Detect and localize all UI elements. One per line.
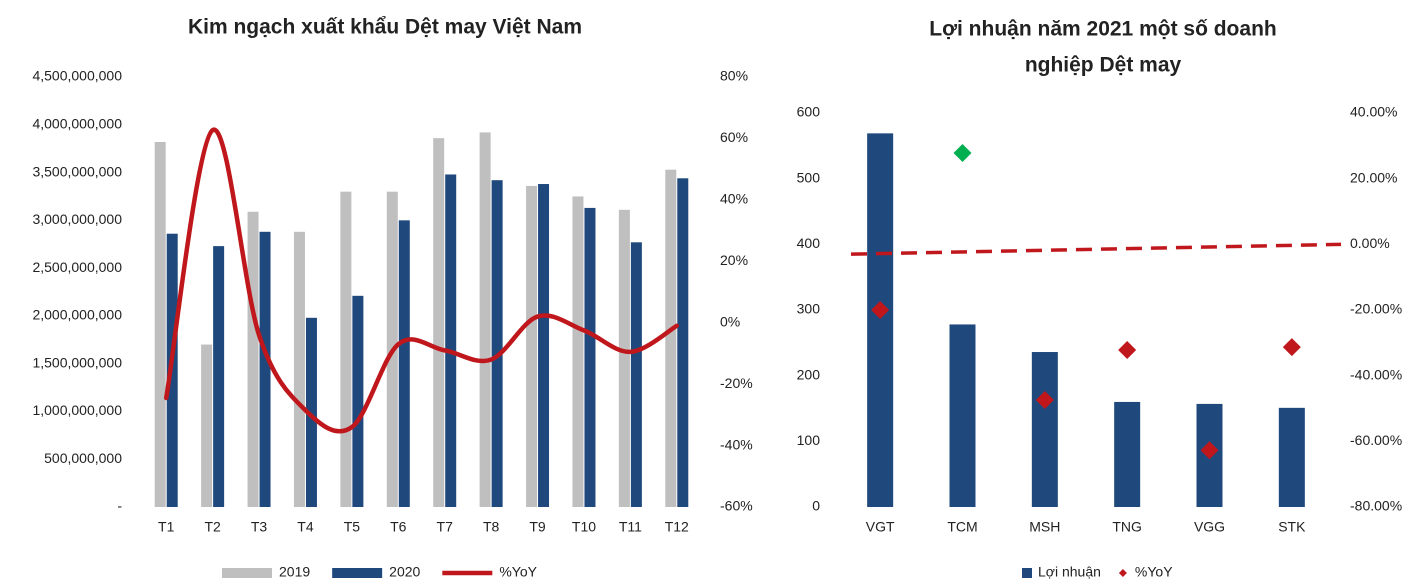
y-tick-label: 1,500,000,000 <box>32 354 122 370</box>
y2-tick-label: -40% <box>720 436 753 452</box>
y2-tick-label: -20.00% <box>1350 301 1402 317</box>
bar <box>259 231 271 508</box>
x-tick-label: VGG <box>1194 519 1225 535</box>
bar <box>352 295 364 507</box>
y-tick-label: 100 <box>797 432 821 448</box>
bar <box>340 191 352 507</box>
x-tick-label: T12 <box>665 519 689 535</box>
x-tick-label: T9 <box>529 519 546 535</box>
bar <box>630 242 642 508</box>
y-tick-label: 4,000,000,000 <box>32 115 122 131</box>
bar <box>538 184 550 507</box>
y-tick-label: 3,000,000,000 <box>32 211 122 227</box>
x-tick-label: T11 <box>619 519 642 535</box>
y-tick-label: 500,000,000 <box>44 450 122 466</box>
y2-tick-label: 80% <box>720 68 748 84</box>
y2-tick-label: 0% <box>720 313 740 329</box>
y-tick-label: 3,500,000,000 <box>32 163 122 179</box>
y-tick-label: - <box>117 498 122 514</box>
bar <box>584 207 596 507</box>
bar <box>1114 401 1141 507</box>
y-tick-label: 2,500,000,000 <box>32 259 122 275</box>
y2-tick-label: 20% <box>720 252 748 268</box>
y2-tick-label: 0.00% <box>1350 235 1390 251</box>
y2-tick-label: 60% <box>720 129 748 145</box>
bar <box>445 174 457 507</box>
bar <box>1031 352 1058 507</box>
chart-title: Lợi nhuận năm 2021 một số doanh <box>929 18 1276 41</box>
bar <box>491 180 503 507</box>
bar <box>247 211 259 507</box>
x-tick-label: T6 <box>390 519 407 535</box>
marker <box>1118 341 1137 360</box>
bar <box>305 317 317 507</box>
line <box>163 127 680 434</box>
y-tick-label: 200 <box>797 366 821 382</box>
legend-swatch <box>332 568 383 578</box>
marker <box>1282 338 1301 357</box>
legend-label: %YoY <box>499 564 537 580</box>
y-tick-label: 0 <box>812 498 820 514</box>
chart-title: Kim ngạch xuất khẩu Dệt may Việt Nam <box>188 16 582 39</box>
bar <box>665 169 677 507</box>
legend-swatch <box>1118 569 1127 577</box>
bar <box>479 132 491 507</box>
y2-tick-label: -20% <box>720 375 753 391</box>
y-tick-label: 600 <box>797 104 821 120</box>
bar <box>677 178 689 508</box>
bar <box>201 344 213 507</box>
y-tick-label: 300 <box>797 301 821 317</box>
bar <box>949 324 976 507</box>
x-tick-label: TNG <box>1112 519 1142 535</box>
marker <box>1035 390 1054 409</box>
x-tick-label: T2 <box>204 519 221 535</box>
x-tick-label: TCM <box>947 519 977 535</box>
x-tick-label: T7 <box>437 519 454 535</box>
marker <box>953 144 972 163</box>
x-tick-label: T4 <box>297 519 314 535</box>
y2-tick-label: 40.00% <box>1350 104 1397 120</box>
x-tick-label: MSH <box>1029 519 1060 535</box>
chart-title: nghiệp Dệt may <box>1025 54 1182 77</box>
bar <box>618 209 630 508</box>
x-tick-label: T8 <box>483 519 500 535</box>
x-tick-label: T1 <box>158 519 175 535</box>
bar <box>293 231 305 508</box>
y2-tick-label: -80.00% <box>1350 498 1402 514</box>
bar <box>572 196 584 507</box>
x-tick-label: STK <box>1278 519 1306 535</box>
trendline <box>850 242 1342 256</box>
legend-label: 2020 <box>389 564 420 580</box>
y2-tick-label: 20.00% <box>1350 169 1397 185</box>
x-tick-label: T10 <box>572 519 596 535</box>
x-tick-label: VGT <box>866 519 895 535</box>
marker <box>871 301 890 319</box>
legend-swatch <box>1022 568 1032 578</box>
bar <box>154 141 166 507</box>
y2-tick-label: -60% <box>720 498 753 514</box>
y2-tick-label: 40% <box>720 191 748 207</box>
y-tick-label: 500 <box>797 169 821 185</box>
bar <box>213 246 225 507</box>
y2-tick-label: -60.00% <box>1350 432 1402 448</box>
marker <box>1200 441 1219 460</box>
legend-label: Lợi nhuận <box>1038 564 1101 580</box>
bar <box>398 220 410 508</box>
y-tick-label: 4,500,000,000 <box>32 68 122 84</box>
x-tick-label: T3 <box>251 519 268 535</box>
y-tick-label: 400 <box>797 235 821 251</box>
y2-tick-label: -40.00% <box>1350 366 1402 382</box>
bar <box>526 185 538 507</box>
legend-label: %YoY <box>1135 564 1173 580</box>
bar <box>1278 407 1305 507</box>
x-tick-label: T5 <box>344 519 361 535</box>
y-tick-label: 1,000,000,000 <box>32 402 122 418</box>
bar <box>867 133 894 507</box>
legend-label: 2019 <box>279 564 310 580</box>
legend-swatch <box>222 568 272 578</box>
bar <box>433 138 445 507</box>
y-tick-label: 2,000,000,000 <box>32 307 122 323</box>
